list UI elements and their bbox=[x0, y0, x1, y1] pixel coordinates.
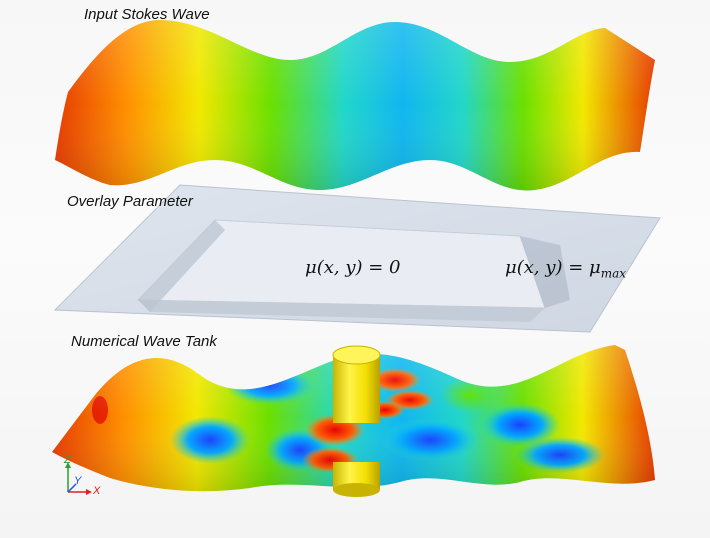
equation-mu-max-subscript: max bbox=[600, 266, 627, 281]
axis-y-label: Y bbox=[74, 475, 82, 487]
equation-mu-max: μ(x, y) = μmax bbox=[505, 257, 626, 281]
overlay-parameter-label: Overlay Parameter bbox=[67, 193, 193, 210]
overlay-parameter-plane bbox=[53, 184, 661, 333]
axis-triad bbox=[65, 462, 92, 495]
equation-mu-zero: μ(x, y) = 0 bbox=[305, 257, 401, 278]
equation-mu-max-main: μ(x, y) = μ bbox=[505, 257, 601, 278]
input-stokes-wave-surface bbox=[55, 20, 655, 191]
input-stokes-wave-label: Input Stokes Wave bbox=[84, 6, 210, 23]
numerical-wave-tank-label: Numerical Wave Tank bbox=[71, 333, 217, 350]
axis-z-label: Z bbox=[64, 454, 71, 466]
axis-x-label: X bbox=[93, 485, 101, 497]
cylinder-structure bbox=[332, 345, 381, 497]
